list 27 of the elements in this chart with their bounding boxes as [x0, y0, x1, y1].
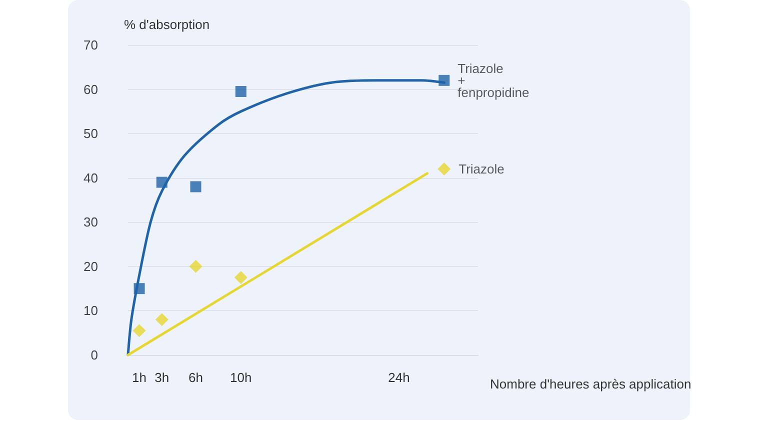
point — [189, 260, 202, 273]
point — [155, 313, 168, 326]
point — [234, 271, 248, 284]
series-label: Triazole — [458, 162, 504, 176]
x-tick-label: 24h — [388, 370, 410, 385]
y-tick-label: 10 — [84, 303, 98, 318]
y-axis-title: % d'absorption — [124, 17, 210, 32]
y-tick-label: 60 — [84, 82, 98, 97]
x-tick-label: 10h — [230, 370, 252, 385]
y-tick-label: 20 — [84, 258, 98, 274]
point — [438, 74, 450, 86]
point — [235, 86, 246, 97]
x-tick-label: 3h — [154, 370, 170, 385]
y-tick-label: 30 — [84, 214, 98, 230]
point — [190, 181, 202, 192]
y-tick-label: 0 — [90, 348, 98, 362]
point — [134, 283, 145, 294]
x-tick-label: 1h — [132, 370, 147, 385]
point — [438, 162, 451, 176]
y-tick-label: 70 — [84, 38, 98, 52]
x-tick-label: 6h — [188, 370, 203, 385]
y-tick-label: 50 — [84, 126, 98, 142]
x-axis-title: Nombre d'heures après application — [490, 376, 692, 392]
point — [156, 176, 168, 188]
point — [132, 324, 146, 338]
y-tick-label: 40 — [84, 170, 98, 186]
series-label: Triazole + fenpropidine — [458, 60, 530, 100]
